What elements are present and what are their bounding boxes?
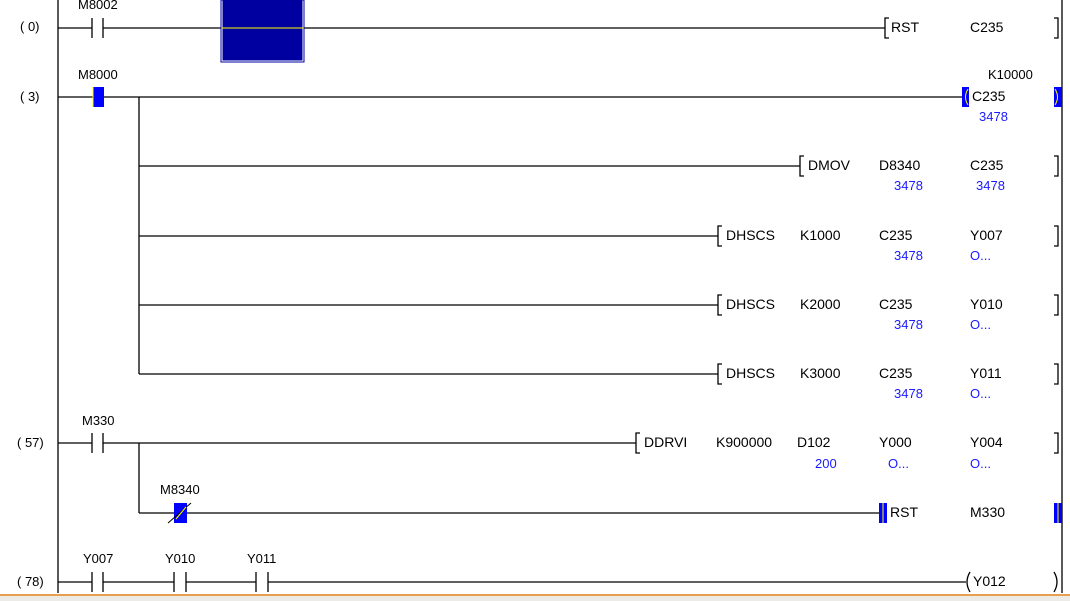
step-number: ( 78)	[17, 574, 44, 589]
operand: C235	[879, 227, 913, 243]
step-number: ( 3)	[20, 89, 40, 104]
operand: Y010	[970, 296, 1003, 312]
instruction[interactable]: RST	[890, 504, 918, 520]
operand-value: O...	[888, 456, 909, 471]
coil-label[interactable]: Y012	[973, 573, 1006, 589]
status-bar	[0, 596, 1070, 601]
coil-value: 3478	[979, 109, 1008, 124]
operand-value: 3478	[894, 317, 923, 332]
operand: Y007	[970, 227, 1003, 243]
operand: C235	[970, 157, 1004, 173]
operand-value: 3478	[894, 178, 923, 193]
operand: K2000	[800, 296, 841, 312]
instruction[interactable]: DHSCS	[726, 365, 776, 381]
step-number: ( 0)	[20, 19, 40, 34]
operand-value: O...	[970, 248, 991, 263]
operand: C235	[879, 365, 913, 381]
operand: Y011	[970, 365, 1002, 381]
operand-value: O...	[970, 317, 991, 332]
instruction[interactable]: DHSCS	[726, 296, 776, 312]
operand: M330	[970, 504, 1006, 520]
coil-setpoint: K10000	[988, 67, 1033, 82]
contact-label[interactable]: Y007	[83, 551, 114, 566]
cursor-block	[221, 0, 304, 62]
operand-value: 200	[815, 456, 837, 471]
instruction[interactable]: DDRVI	[644, 434, 688, 450]
operand: C235	[970, 19, 1004, 35]
operand: K1000	[800, 227, 841, 243]
operand: Y000	[879, 434, 912, 450]
operand: C235	[879, 296, 913, 312]
operand: D102	[797, 434, 831, 450]
contact-label[interactable]: M330	[82, 413, 115, 428]
instruction[interactable]: DMOV	[808, 157, 850, 173]
operand: Y004	[970, 434, 1003, 450]
operand-value: 3478	[894, 248, 923, 263]
operand-value: 3478	[976, 178, 1005, 193]
operand: D8340	[879, 157, 921, 173]
operand-value: O...	[970, 456, 991, 471]
contact-label[interactable]: M8340	[160, 482, 200, 497]
status-divider	[0, 594, 1070, 596]
contact-label[interactable]: Y010	[165, 551, 196, 566]
contact-on-M8000	[93, 87, 104, 107]
contact-label[interactable]: M8002	[78, 0, 118, 12]
coil-label[interactable]: C235	[972, 88, 1006, 104]
contact-label[interactable]: Y011	[247, 551, 277, 566]
operand: K900000	[716, 434, 773, 450]
instruction[interactable]: RST	[891, 19, 919, 35]
contact-label[interactable]: M8000	[78, 67, 118, 82]
operand-value: 3478	[894, 386, 923, 401]
step-number: ( 57)	[17, 435, 44, 450]
operand-value: O...	[970, 386, 991, 401]
operand: K3000	[800, 365, 841, 381]
instruction[interactable]: DHSCS	[726, 227, 776, 243]
